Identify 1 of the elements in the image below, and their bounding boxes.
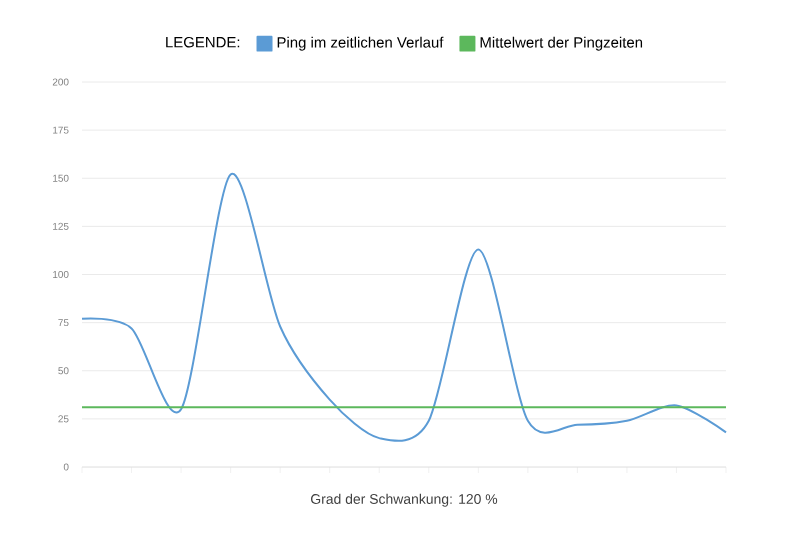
- line-series: [81, 173, 728, 442]
